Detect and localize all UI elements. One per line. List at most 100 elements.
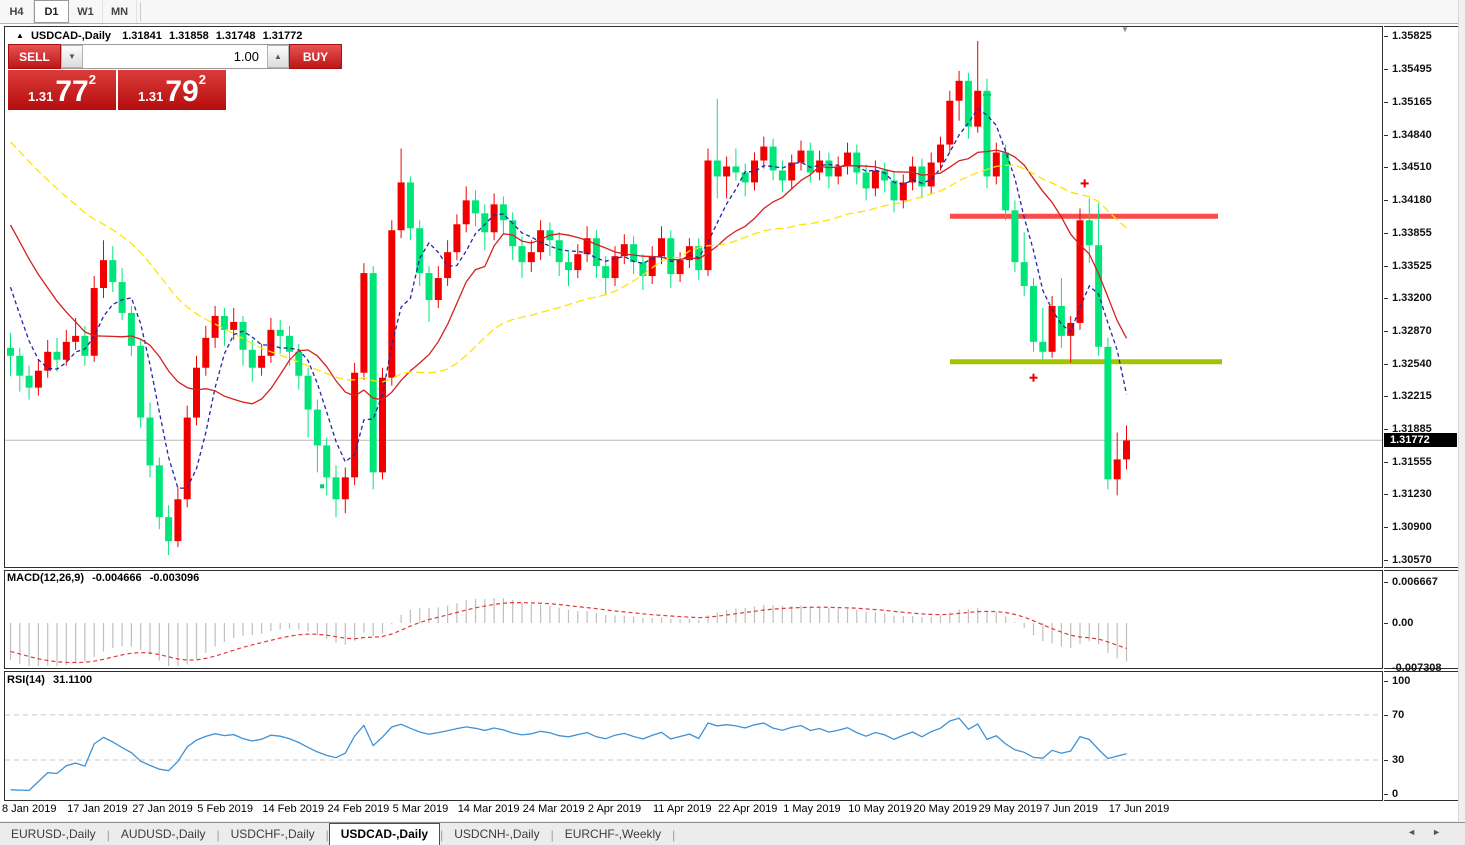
sell-price-pipette: 2	[88, 72, 96, 87]
candle-body	[72, 335, 80, 342]
candle-body	[769, 146, 777, 171]
candle-body	[444, 252, 452, 279]
candle-body	[620, 244, 628, 257]
candle-body	[53, 351, 61, 360]
date-axis-label: 11 Apr 2019	[653, 803, 712, 815]
candle-body	[639, 262, 647, 277]
macd-signal-line	[10, 602, 1127, 664]
candle-body	[1067, 322, 1075, 336]
candle-body	[44, 351, 52, 371]
date-axis-label: 5 Feb 2019	[197, 803, 253, 815]
candle-body	[732, 166, 740, 173]
candle-body	[323, 445, 331, 478]
sell-button[interactable]: SELL	[8, 44, 61, 69]
candle-body	[472, 200, 479, 214]
candle-body	[351, 372, 359, 478]
candle-body	[146, 417, 154, 466]
price-tick-label: 1.31885	[1384, 423, 1432, 436]
chart-tab-eurusd-daily[interactable]: EURUSD-,Daily	[11, 827, 96, 841]
candle-body	[16, 355, 24, 376]
ohlc-open: 1.31841	[122, 30, 162, 42]
candle-body	[267, 329, 275, 356]
tab-scroll-left-icon[interactable]: ◄	[1407, 827, 1417, 837]
candle-body	[481, 213, 489, 233]
chart-shift-marker-icon[interactable]: ▼	[1121, 25, 1129, 34]
chart-tab-usdcad-daily[interactable]: USDCAD-,Daily	[328, 823, 441, 845]
date-axis-label: 29 May 2019	[978, 803, 1043, 815]
buy-price-tile[interactable]: 1.31 79 2	[118, 70, 226, 110]
candle-body	[834, 166, 842, 177]
chart-tab-eurchf-weekly[interactable]: EURCHF-,Weekly	[564, 827, 662, 841]
price-tick-label: 1.34510	[1384, 161, 1432, 174]
rsi-line	[10, 717, 1127, 792]
date-axis-label: 14 Mar 2019	[457, 803, 520, 815]
period-button-h4[interactable]: H4	[0, 0, 34, 23]
tab-scroll-right-icon[interactable]: ►	[1432, 827, 1441, 837]
ohlc-close: 1.31772	[262, 30, 303, 42]
moving-average-34-line	[10, 141, 1127, 383]
candle-body	[778, 170, 786, 181]
chart-tab-audusd-daily[interactable]: AUDUSD-,Daily	[120, 827, 206, 841]
date-axis-label: 10 May 2019	[848, 803, 912, 815]
date-axis-label: 8 Jan 2019	[2, 803, 57, 815]
macd-pane[interactable]	[4, 570, 1383, 669]
candle-body	[202, 337, 210, 368]
candle-body	[165, 517, 173, 542]
buy-button[interactable]: BUY	[289, 44, 342, 69]
window-right-edge	[1458, 0, 1465, 845]
price-chart-canvas[interactable]	[5, 27, 1382, 567]
collapse-triangle-icon[interactable]: ▲	[16, 31, 24, 40]
chart-tab-bar: EURUSD-,Daily | AUDUSD-,Daily | USDCHF-,Dail…	[0, 822, 1465, 845]
one-click-trading-panel: SELL ▼ ▲ BUY 1.31 77 2 1.31 79 2	[8, 44, 342, 110]
candle-body	[332, 477, 340, 500]
date-axis-label: 7 Jun 2019	[1043, 803, 1099, 815]
rsi-pane[interactable]	[4, 671, 1383, 801]
candle-body	[109, 260, 117, 283]
sell-price-tile[interactable]: 1.31 77 2	[8, 70, 116, 110]
macd-value-signal: -0.003096	[149, 572, 200, 584]
candle-body	[704, 160, 712, 271]
candle-body	[239, 321, 247, 350]
candle-body	[667, 238, 675, 275]
candle-body	[955, 80, 963, 101]
volume-input[interactable]	[83, 45, 267, 68]
volume-decrease-button[interactable]: ▼	[61, 45, 83, 68]
candle-body	[434, 278, 442, 300]
candle-body	[890, 180, 898, 201]
chart-tab-usdcnh-daily[interactable]: USDCNH-,Daily	[454, 827, 540, 841]
price-tick-label: 1.34180	[1384, 194, 1432, 207]
candle-body	[276, 329, 284, 336]
rsi-canvas[interactable]	[5, 672, 1382, 800]
candle-body	[788, 162, 796, 181]
date-axis-label: 24 Feb 2019	[327, 803, 390, 815]
candle-body	[369, 273, 377, 473]
candle-body	[555, 240, 563, 263]
candle-body	[313, 409, 321, 446]
candle-body	[416, 228, 424, 274]
candle-body	[751, 160, 758, 183]
candle-body	[1057, 305, 1065, 336]
candle-body	[1085, 220, 1093, 246]
candle-body	[583, 238, 591, 255]
price-tick-label: 1.30900	[1384, 521, 1432, 534]
candle-body	[797, 150, 805, 163]
chart-tab-usdchf-daily[interactable]: USDCHF-,Daily	[230, 827, 315, 841]
candle-body	[499, 204, 507, 221]
period-button-d1[interactable]: D1	[34, 0, 69, 23]
current-price-label: 1.31772	[1384, 433, 1457, 448]
price-tick-label: 1.30570	[1384, 554, 1432, 567]
period-button-mn[interactable]: MN	[103, 0, 137, 23]
volume-increase-button[interactable]: ▲	[267, 45, 289, 68]
candle-body	[760, 146, 768, 161]
sell-price-prefix: 1.31	[28, 89, 54, 104]
price-axis[interactable]: 1.35825 1.35495 1.35165 1.34840 1.34510 1.341…	[1384, 26, 1458, 568]
candle-body	[918, 166, 926, 187]
volume-stepper: ▼ ▲	[61, 44, 289, 69]
date-axis-label: 27 Jan 2019	[132, 803, 193, 815]
macd-canvas[interactable]	[5, 571, 1382, 668]
period-button-w1[interactable]: W1	[69, 0, 103, 23]
price-tick-label: 1.35495	[1384, 63, 1432, 76]
buy-price-main: 79	[165, 75, 199, 108]
price-chart-pane[interactable]	[4, 26, 1383, 568]
candle-body	[62, 341, 70, 360]
